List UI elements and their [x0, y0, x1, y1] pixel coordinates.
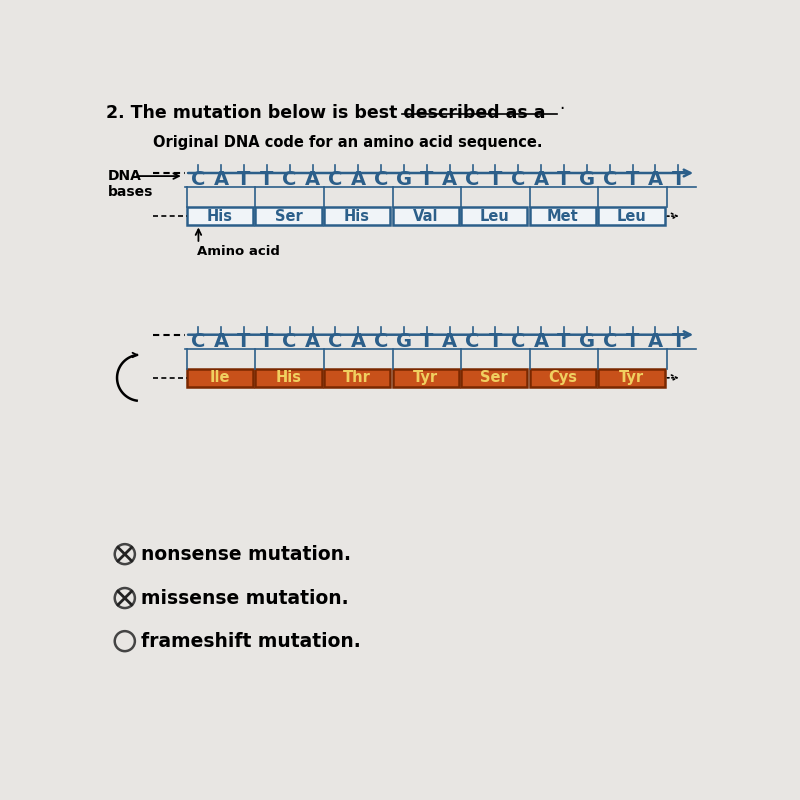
- FancyBboxPatch shape: [598, 207, 665, 226]
- Text: A: A: [214, 332, 229, 351]
- Text: A: A: [442, 170, 458, 190]
- FancyBboxPatch shape: [598, 369, 665, 387]
- Text: A: A: [442, 332, 458, 351]
- Text: T: T: [672, 332, 685, 351]
- Text: frameshift mutation.: frameshift mutation.: [141, 632, 361, 650]
- Text: A: A: [305, 332, 320, 351]
- FancyBboxPatch shape: [393, 207, 459, 226]
- Text: C: C: [466, 332, 480, 351]
- Text: T: T: [260, 332, 274, 351]
- Text: .: .: [558, 95, 564, 113]
- Text: C: C: [511, 332, 526, 351]
- Text: G: G: [579, 170, 595, 190]
- Text: bases: bases: [108, 186, 153, 199]
- Text: Leu: Leu: [617, 209, 646, 224]
- FancyBboxPatch shape: [187, 207, 253, 226]
- Text: Ser: Ser: [481, 370, 508, 386]
- Text: C: C: [328, 332, 342, 351]
- Text: A: A: [214, 170, 229, 190]
- Text: T: T: [672, 170, 685, 190]
- FancyBboxPatch shape: [393, 369, 459, 387]
- Text: C: C: [466, 170, 480, 190]
- Text: A: A: [305, 170, 320, 190]
- Text: T: T: [238, 332, 250, 351]
- FancyBboxPatch shape: [255, 207, 322, 226]
- Text: Tyr: Tyr: [619, 370, 644, 386]
- Text: A: A: [534, 332, 549, 351]
- Text: C: C: [282, 170, 297, 190]
- Text: T: T: [238, 170, 250, 190]
- Text: His: His: [344, 209, 370, 224]
- Text: T: T: [558, 332, 570, 351]
- Text: A: A: [648, 170, 663, 190]
- Text: T: T: [558, 170, 570, 190]
- Text: T: T: [489, 332, 502, 351]
- Text: T: T: [626, 332, 639, 351]
- Text: Val: Val: [413, 209, 438, 224]
- FancyBboxPatch shape: [255, 369, 322, 387]
- Text: 2. The mutation below is best described as a: 2. The mutation below is best described …: [106, 104, 546, 122]
- Text: T: T: [489, 170, 502, 190]
- Text: A: A: [350, 170, 366, 190]
- Text: C: C: [191, 170, 206, 190]
- Text: Amino acid: Amino acid: [197, 246, 280, 258]
- Text: G: G: [396, 170, 412, 190]
- Text: A: A: [350, 332, 366, 351]
- Text: T: T: [420, 170, 434, 190]
- FancyBboxPatch shape: [530, 369, 596, 387]
- Text: C: C: [511, 170, 526, 190]
- Text: A: A: [648, 332, 663, 351]
- Text: C: C: [282, 332, 297, 351]
- Text: C: C: [374, 170, 388, 190]
- Text: C: C: [602, 170, 617, 190]
- Text: T: T: [260, 170, 274, 190]
- Text: missense mutation.: missense mutation.: [141, 589, 349, 607]
- FancyBboxPatch shape: [187, 369, 253, 387]
- Text: Ile: Ile: [210, 370, 230, 386]
- Text: His: His: [275, 370, 302, 386]
- Text: C: C: [374, 332, 388, 351]
- Text: C: C: [191, 332, 206, 351]
- Text: G: G: [579, 332, 595, 351]
- Text: nonsense mutation.: nonsense mutation.: [141, 545, 351, 564]
- FancyBboxPatch shape: [324, 369, 390, 387]
- Text: Tyr: Tyr: [413, 370, 438, 386]
- FancyBboxPatch shape: [461, 207, 527, 226]
- Text: T: T: [626, 170, 639, 190]
- Text: Leu: Leu: [479, 209, 509, 224]
- Text: Original DNA code for an amino acid sequence.: Original DNA code for an amino acid sequ…: [153, 135, 542, 150]
- Text: Ser: Ser: [274, 209, 302, 224]
- Text: Met: Met: [547, 209, 578, 224]
- FancyBboxPatch shape: [530, 207, 596, 226]
- Text: DNA: DNA: [108, 169, 142, 183]
- Text: Thr: Thr: [343, 370, 371, 386]
- Text: A: A: [534, 170, 549, 190]
- Text: C: C: [328, 170, 342, 190]
- Text: His: His: [207, 209, 233, 224]
- FancyBboxPatch shape: [461, 369, 527, 387]
- Text: T: T: [420, 332, 434, 351]
- Text: G: G: [396, 332, 412, 351]
- FancyBboxPatch shape: [324, 207, 390, 226]
- Text: C: C: [602, 332, 617, 351]
- Text: Cys: Cys: [548, 370, 578, 386]
